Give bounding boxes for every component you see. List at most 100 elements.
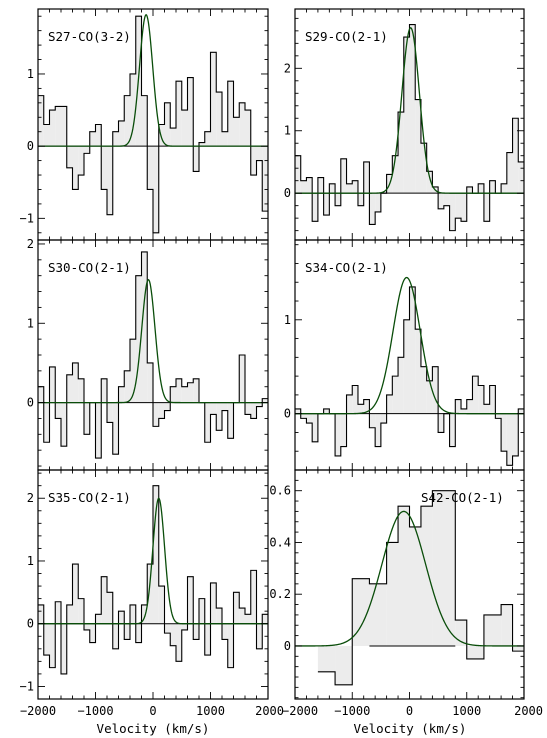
spectrum-bin-s27 bbox=[38, 95, 44, 147]
spectrum-bin-s34 bbox=[420, 366, 427, 414]
spectrum-bin-s35 bbox=[227, 623, 234, 668]
spectrum-bin-s29 bbox=[420, 143, 427, 194]
spectrum-bin-s29 bbox=[489, 180, 496, 194]
spectrum-bin-s34 bbox=[369, 413, 376, 428]
gaussian-fit-s30 bbox=[38, 278, 268, 404]
spectrum-bin-s29 bbox=[323, 193, 330, 216]
spectrum-bin-s30 bbox=[181, 386, 188, 403]
spectrum-bin-s34 bbox=[518, 408, 524, 414]
spectrum-bin-s35 bbox=[130, 604, 136, 624]
x-tick-label-s42: −2000 bbox=[282, 704, 318, 718]
spectrum-bin-s34 bbox=[495, 413, 502, 419]
spectrum-bin-s34 bbox=[392, 376, 399, 414]
spectrum-bin-s34 bbox=[375, 413, 381, 447]
spectrum-bin-s42 bbox=[501, 604, 513, 646]
spectrum-bin-s35 bbox=[84, 623, 90, 630]
spectrum-bin-s30 bbox=[164, 402, 171, 411]
x-tick-label-s35: 1000 bbox=[196, 704, 225, 718]
y-tick-label-s42: 0.6 bbox=[269, 484, 291, 498]
spectrum-bin-s27 bbox=[153, 146, 159, 233]
spectrum-bin-s29 bbox=[455, 193, 462, 219]
y-tick-label-s42: 0.2 bbox=[269, 587, 291, 601]
spectrum-bin-s29 bbox=[415, 99, 421, 194]
spectrum-bin-s34 bbox=[472, 376, 479, 414]
spectrum-bin-s27 bbox=[250, 146, 257, 176]
x-tick-label-s35: −1000 bbox=[77, 704, 113, 718]
spectrum-bin-s35 bbox=[181, 623, 188, 630]
spectrum-bin-s35 bbox=[43, 623, 50, 656]
x-tick-label-s42: 2000 bbox=[514, 704, 543, 718]
spectrum-step-s35 bbox=[38, 485, 268, 675]
spectrum-bin-s27 bbox=[164, 102, 171, 147]
spectrum-bin-s35 bbox=[170, 623, 176, 646]
spectrum-bin-s29 bbox=[426, 171, 433, 194]
panel-contents-s35 bbox=[38, 485, 268, 675]
spectrum-bin-s27 bbox=[210, 52, 217, 147]
y-tick-label-s42: 0.4 bbox=[269, 535, 291, 549]
spectrum-bin-s30 bbox=[204, 402, 211, 443]
panel-title-s34: S34-CO(2-1) bbox=[305, 260, 388, 275]
y-tick-label-s29: 1 bbox=[284, 124, 291, 138]
spectrum-bin-s42 bbox=[483, 614, 502, 646]
spectrum-bin-s27 bbox=[112, 131, 119, 147]
spectrum-bin-s29 bbox=[295, 155, 301, 194]
spectrum-bin-s34 bbox=[357, 404, 364, 414]
spectrum-bin-s35 bbox=[245, 614, 251, 624]
spectrum-step-s34 bbox=[295, 286, 524, 466]
panel-s35: −1 0 1 2 −2000 −1000 0 1000 2000 S35-CO(2-1) bbox=[20, 469, 284, 718]
spectrum-bin-s35 bbox=[233, 592, 240, 624]
spectrum-bin-s27 bbox=[147, 146, 153, 190]
spectrum-bin-s34 bbox=[295, 408, 301, 414]
spectrum-bin-s42 bbox=[386, 542, 399, 646]
spectrum-bin-s34 bbox=[415, 329, 421, 414]
spectrum-bin-s29 bbox=[403, 37, 410, 194]
spectrum-bin-s30 bbox=[135, 275, 142, 403]
spectrum-bin-s34 bbox=[346, 394, 353, 414]
spectrum-bin-s34 bbox=[512, 413, 519, 456]
spectrum-bin-s42 bbox=[432, 490, 456, 646]
gaussian-fit-s34 bbox=[295, 276, 524, 415]
spectrum-bin-s30 bbox=[124, 370, 130, 403]
y-tick-label-s42: 0 bbox=[284, 639, 291, 653]
spectrum-bin-s29 bbox=[352, 180, 358, 194]
spectrum-bin-s35 bbox=[262, 614, 268, 624]
spectrum-bin-s30 bbox=[222, 402, 228, 411]
spectrum-bin-s35 bbox=[222, 623, 228, 640]
spectrum-bin-s34 bbox=[403, 319, 410, 414]
panel-contents-s30 bbox=[38, 251, 268, 459]
spectrum-bin-s29 bbox=[506, 152, 513, 194]
spectrum-bin-s30 bbox=[239, 355, 245, 403]
spectrum-bin-s30 bbox=[61, 402, 67, 447]
spectrum-bin-s29 bbox=[501, 183, 507, 194]
spectrum-bin-s27 bbox=[141, 95, 148, 147]
spectrum-bin-s42 bbox=[369, 583, 387, 646]
spectrum-bin-s35 bbox=[199, 598, 205, 624]
spectrum-bin-s35 bbox=[55, 601, 61, 624]
panel-s34: 0 1 S34-CO(2-1) bbox=[284, 239, 525, 471]
spectrum-bin-s29 bbox=[483, 193, 490, 222]
spectrum-bin-s34 bbox=[426, 380, 433, 414]
spectrum-bin-s30 bbox=[227, 402, 234, 439]
spectrum-bin-s35 bbox=[89, 623, 96, 643]
spectrum-bin-s27 bbox=[107, 146, 113, 215]
spectrum-bin-s29 bbox=[478, 183, 484, 194]
spectrum-step-s30 bbox=[38, 251, 268, 459]
spectrum-bin-s29 bbox=[335, 193, 341, 206]
x-axis-title-right: Velocity (km/s) bbox=[354, 721, 467, 736]
spectrum-bin-s35 bbox=[38, 604, 44, 624]
panel-contents-s34 bbox=[295, 276, 524, 466]
panel-title-s29: S29-CO(2-1) bbox=[305, 29, 388, 44]
spectrum-bin-s29 bbox=[466, 186, 473, 194]
x-tick-label-s35: −2000 bbox=[20, 704, 56, 718]
y-tick-label-s30: 0 bbox=[27, 396, 34, 410]
spectrum-bin-s27 bbox=[204, 131, 211, 147]
spectrum-bin-s30 bbox=[118, 386, 125, 403]
spectrum-bin-s30 bbox=[43, 402, 50, 443]
spectrum-bin-s30 bbox=[78, 378, 84, 403]
spectrum-bin-s29 bbox=[443, 193, 450, 206]
spectrum-step-s27 bbox=[38, 15, 268, 234]
spectrum-bin-s34 bbox=[363, 399, 370, 414]
spectrum-bin-s27 bbox=[187, 77, 194, 147]
spectrum-bin-s34 bbox=[432, 366, 439, 414]
